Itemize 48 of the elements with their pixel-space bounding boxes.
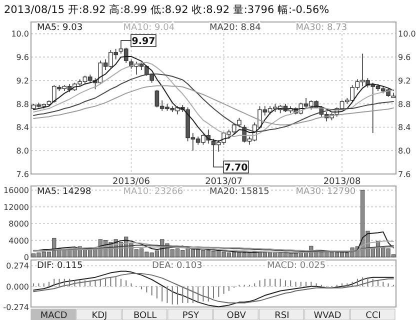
y-tick-label: 8.8 (16, 100, 29, 109)
y-tick-label: 10.0 (11, 30, 29, 39)
candlestick (237, 117, 242, 128)
y-tick-label: 12000 (4, 202, 29, 212)
text: CCI (366, 311, 381, 320)
text: KDJ (92, 311, 108, 320)
text: WVAD (314, 311, 342, 320)
text: MA30: 8.73 (296, 23, 348, 33)
text: MA30: 12790 (296, 187, 356, 197)
series-label: DEA: 0.103 (152, 261, 202, 271)
y-tick-label: 8000 (8, 220, 29, 229)
text: MACD (40, 311, 68, 320)
y2-tick-label: 10.0 (398, 30, 416, 39)
annotation: 9.97 (132, 36, 156, 48)
chart-title: 2013/08/15 开:8.92 高:8.99 低:8.92 收:8.92 量:3796 幅:-0.56% (4, 3, 330, 16)
y2-tick-label: 8.8 (398, 100, 411, 109)
y-tick-label: 4000 (8, 236, 29, 246)
y-tick-label: 0.000 (6, 282, 29, 292)
text: OBV (226, 311, 247, 320)
y-tick-label: 8.0 (16, 146, 29, 156)
y-tick-label: -0.274 (3, 303, 29, 312)
y-tick-label: 8.4 (16, 123, 29, 132)
text: MA20: 8.84 (210, 23, 262, 33)
text: PSY (182, 311, 200, 320)
y-tick-label: 7.6 (16, 170, 29, 179)
y-tick-label: 0.274 (6, 262, 29, 271)
text: MA10: 9.04 (123, 23, 175, 33)
text: MA10: 23266 (123, 187, 184, 197)
text: MA20: 15815 (210, 187, 270, 197)
y-tick-label: 16000 (4, 186, 29, 196)
y-tick-label: 9.6 (16, 53, 29, 62)
y2-tick-label: 9.6 (398, 53, 411, 62)
x-tick-label: 2013/06 (112, 177, 150, 187)
y-tick-label: 9.2 (16, 76, 29, 86)
series-label: DIF: 0.115 (37, 261, 83, 271)
y2-tick-label: 9.2 (398, 76, 411, 86)
text: MA5: 14298 (37, 187, 92, 197)
series-label: MACD: 0.025 (267, 261, 326, 271)
text: MA5: 9.03 (37, 23, 83, 33)
y2-tick-label: 7.6 (398, 170, 411, 179)
y2-tick-label: 8.4 (398, 123, 411, 132)
text: BOLL (133, 311, 157, 320)
y2-tick-label: 8.0 (398, 146, 411, 156)
y-tick-label: 0 (24, 253, 29, 262)
x-tick-label: 2013/07 (205, 177, 242, 187)
text: RSI (274, 311, 290, 320)
annotation: 7.70 (224, 162, 248, 174)
x-tick-label: 2013/08 (323, 177, 361, 187)
